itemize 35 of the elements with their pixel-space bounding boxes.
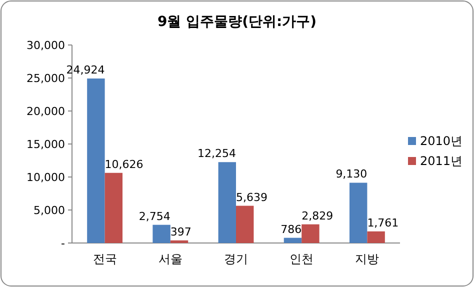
bar: [367, 231, 385, 243]
x-tick-label: 지방: [355, 252, 380, 266]
data-label: 786: [280, 222, 302, 236]
data-label: 12,254: [198, 147, 236, 160]
y-tick-label: 20,000: [26, 105, 65, 118]
bar: [302, 224, 320, 243]
legend-label: 2010년: [420, 134, 463, 148]
y-tick-label: 10,000: [26, 171, 65, 184]
bar: [236, 206, 254, 243]
data-label: 5,639: [236, 190, 268, 204]
chart-title: 9월 입주물량(단위:가구): [157, 14, 317, 30]
legend-label: 2011년: [420, 154, 463, 168]
bar: [170, 240, 188, 243]
y-tick-label: -: [61, 237, 66, 250]
x-tick-label: 전국: [92, 252, 117, 266]
data-label: 1,761: [367, 216, 399, 230]
bar: [218, 162, 236, 243]
x-tick-label: 인천: [290, 252, 314, 266]
bar: [87, 78, 105, 243]
data-label: 9,130: [336, 168, 368, 181]
bar: [284, 238, 302, 243]
data-label: 10,626: [104, 158, 144, 171]
y-tick-label: 30,000: [26, 39, 65, 52]
x-tick-label: 경기: [224, 252, 248, 266]
bar: [152, 224, 170, 243]
data-label: 2,754: [138, 210, 170, 223]
bar: [349, 182, 368, 243]
bar: [104, 172, 123, 243]
x-tick-label: 서울: [158, 252, 182, 266]
y-tick-label: 15,000: [26, 138, 65, 151]
y-tick-label: 25,000: [26, 72, 65, 85]
y-tick-label: 5,000: [34, 204, 65, 217]
data-label: 24,924: [66, 64, 105, 76]
data-label: 397: [170, 225, 192, 238]
data-label: 2,829: [302, 209, 334, 222]
